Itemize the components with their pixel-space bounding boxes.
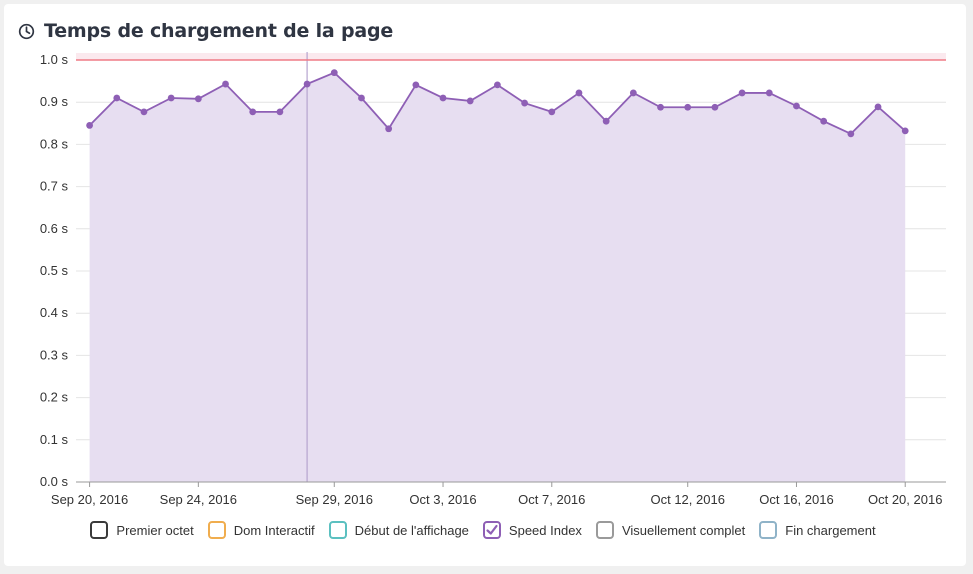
data-point [412, 81, 420, 89]
legend-checkbox[interactable] [759, 521, 778, 539]
data-point [765, 89, 773, 97]
chart-legend: Premier octet Dom Interactif Début de l'af… [4, 521, 966, 539]
data-point [575, 89, 583, 97]
data-point [494, 81, 501, 89]
data-point [222, 80, 229, 88]
data-point [330, 69, 338, 77]
legend-item[interactable]: Dom Interactif [207, 521, 315, 539]
data-point [711, 103, 719, 111]
data-point [820, 117, 828, 125]
data-point [629, 89, 637, 97]
legend-label: Fin chargement [785, 522, 876, 538]
legend-label: Début de l'affichage [354, 522, 469, 538]
data-point [521, 99, 528, 107]
y-tick-label: 0.5 s [40, 263, 69, 278]
legend-item[interactable]: Visuellement complet [595, 521, 746, 539]
x-tick-label: Oct 7, 2016 [518, 492, 585, 507]
x-tick-label: Oct 20, 2016 [868, 492, 942, 507]
y-tick-label: 0.8 s [40, 136, 69, 151]
speed-index-chart: 0.0 s 0.1 s 0.2 s 0.3 s 0.4 s 0.5 s 0.6 s 0.7 s… [40, 52, 946, 507]
x-tick-label: Sep 20, 2016 [51, 492, 128, 507]
chart-header: Temps de chargement de la page [18, 20, 393, 42]
threshold-band [76, 53, 946, 60]
data-point [303, 80, 311, 88]
legend-item[interactable]: Fin chargement [759, 521, 876, 539]
data-point [602, 117, 610, 125]
y-tick-label: 1.0 s [40, 52, 69, 67]
data-point [385, 125, 393, 133]
legend-label: Speed Index [508, 522, 582, 538]
legend-label: Visuellement complet [621, 522, 746, 538]
x-tick-label: Oct 3, 2016 [409, 492, 476, 507]
y-tick-label: 0.4 s [40, 305, 69, 320]
checkmark-icon [486, 524, 498, 535]
y-tick-label: 0.0 s [40, 474, 69, 489]
data-point [793, 102, 800, 110]
x-tick-label: Oct 16, 2016 [759, 492, 833, 507]
y-tick-label: 0.7 s [40, 179, 69, 194]
x-tick-label: Oct 12, 2016 [650, 492, 724, 507]
y-tick-label: 0.2 s [40, 390, 69, 405]
data-point [874, 103, 882, 111]
data-point [439, 94, 447, 102]
legend-label: Dom Interactif [233, 522, 315, 538]
y-tick-label: 0.1 s [40, 432, 69, 447]
data-point [358, 94, 365, 102]
x-tick-label: Sep 29, 2016 [296, 492, 373, 507]
y-tick-label: 0.6 s [40, 221, 69, 236]
data-point [86, 122, 93, 129]
data-point [548, 108, 556, 116]
legend-checkbox[interactable] [328, 521, 347, 539]
data-point [466, 97, 474, 105]
legend-checkbox[interactable] [90, 521, 109, 539]
data-point [167, 94, 175, 102]
clock-icon [18, 23, 35, 39]
data-point [194, 95, 202, 103]
legend-checkbox[interactable] [595, 521, 614, 539]
legend-item[interactable]: Début de l'affichage [328, 521, 469, 539]
data-point [657, 103, 664, 111]
legend-item[interactable]: Speed Index [482, 521, 582, 539]
chart-card: Temps de chargement de la page 0.0 s 0.1 … [4, 4, 966, 566]
x-tick-label: Sep 24, 2016 [160, 492, 237, 507]
y-tick-label: 0.9 s [40, 94, 69, 109]
legend-checkbox[interactable] [482, 521, 501, 539]
y-tick-label: 0.3 s [40, 347, 69, 362]
data-point [684, 103, 692, 111]
data-point [276, 108, 284, 116]
legend-item[interactable]: Premier octet [90, 521, 194, 539]
data-point [249, 108, 257, 116]
chart-title: Temps de chargement de la page [44, 20, 394, 42]
data-point [140, 108, 148, 116]
legend-checkbox[interactable] [207, 521, 226, 539]
series-area [89, 72, 906, 482]
data-point [901, 127, 909, 135]
data-point [738, 89, 746, 97]
data-point [847, 130, 855, 138]
data-point [113, 94, 121, 102]
legend-label: Premier octet [116, 522, 194, 538]
